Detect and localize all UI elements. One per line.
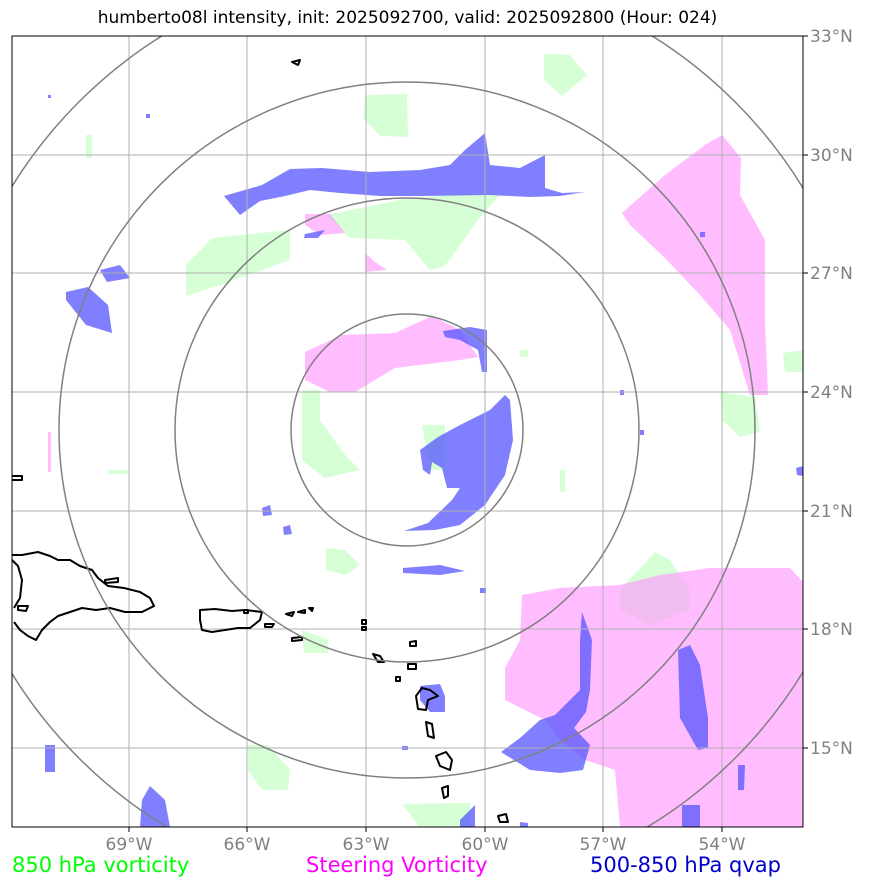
range-ring-3: [58, 81, 756, 779]
lon-label-63w: 63°W: [343, 835, 390, 855]
range-ring-1: [290, 313, 524, 547]
steering-vorticity-layer: [48, 135, 803, 827]
legend-850-vorticity: 850 hPa vorticity: [12, 853, 190, 877]
range-ring-2: [174, 197, 640, 663]
graticule: [12, 36, 803, 827]
legend-qvap: 500-850 hPa qvap: [590, 853, 781, 877]
lat-label-30n: 30°N: [810, 146, 853, 166]
map-title: humberto08l intensity, init: 2025092700,…: [97, 8, 718, 28]
lon-label-69w: 69°W: [106, 835, 153, 855]
lat-label-18n: 18°N: [810, 620, 853, 640]
legend-steering-vorticity: Steering Vorticity: [306, 853, 488, 877]
lon-label-54w: 54°W: [699, 835, 746, 855]
coastlines: [12, 59, 509, 823]
lon-label-60w: 60°W: [462, 835, 509, 855]
lat-label-15n: 15°N: [810, 739, 853, 759]
lat-label-33n: 33°N: [810, 27, 853, 47]
longitude-axis: 69°W 66°W 63°W 60°W 57°W 54°W: [106, 827, 746, 855]
map-frame: [11, 35, 804, 828]
latitude-axis: 33°N 30°N 27°N 24°N 21°N 18°N 15°N: [803, 27, 853, 759]
lat-label-27n: 27°N: [810, 264, 853, 284]
lon-label-57w: 57°W: [580, 835, 627, 855]
lat-label-21n: 21°N: [810, 502, 853, 522]
lon-label-66w: 66°W: [224, 835, 271, 855]
lat-label-24n: 24°N: [810, 383, 853, 403]
qvap-layer: [45, 95, 803, 827]
